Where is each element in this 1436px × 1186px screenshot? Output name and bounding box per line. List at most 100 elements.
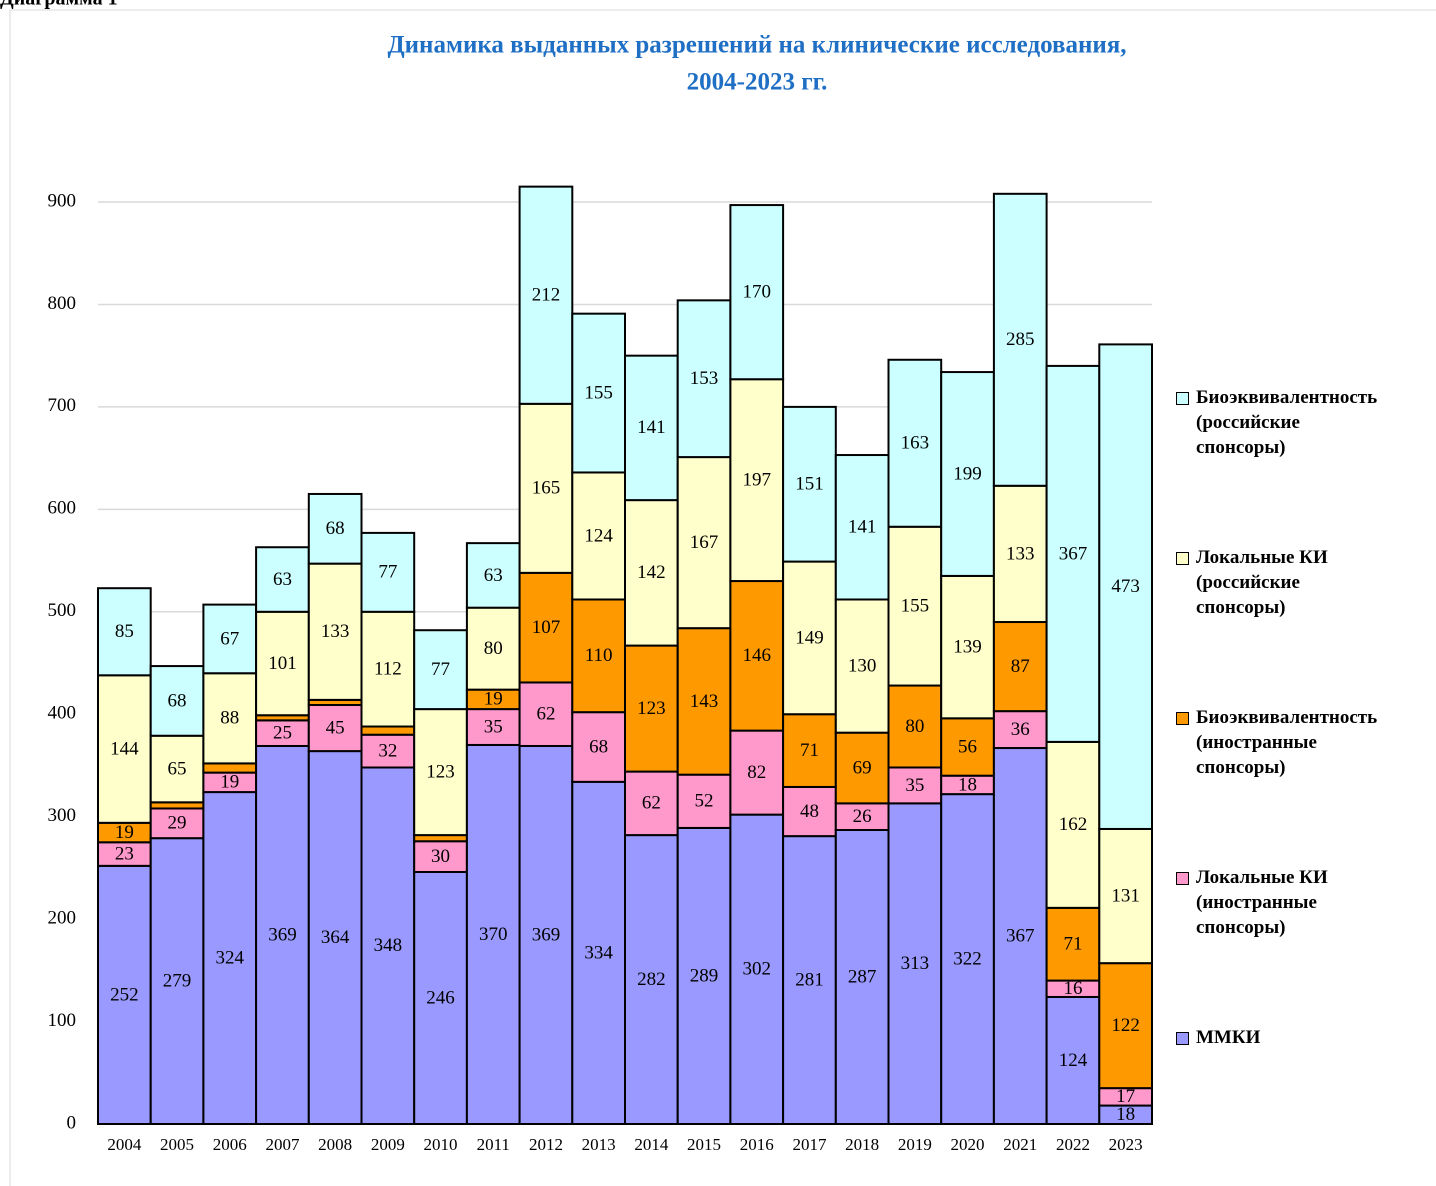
bar-segment xyxy=(1045,740,1101,909)
data-label: 85 xyxy=(115,621,134,642)
data-label: 197 xyxy=(743,469,772,490)
y-tick-label: 800 xyxy=(48,293,77,314)
bar-segment xyxy=(465,708,521,746)
bar-segment xyxy=(1098,827,1154,965)
data-label: 143 xyxy=(690,691,719,712)
bar-segment xyxy=(518,402,574,574)
data-label: 130 xyxy=(848,655,877,676)
data-label: 364 xyxy=(321,927,350,948)
data-label: 313 xyxy=(901,953,930,974)
bar-segment xyxy=(307,492,363,565)
bar-segment xyxy=(518,681,574,747)
data-label: 287 xyxy=(848,966,877,987)
data-label: 348 xyxy=(374,935,403,956)
bar-segment xyxy=(202,603,258,675)
data-label: 52 xyxy=(695,791,714,812)
data-label: 19 xyxy=(115,822,134,843)
data-label: 149 xyxy=(795,627,824,648)
legend-swatch xyxy=(1176,872,1189,885)
data-label: 35 xyxy=(484,716,503,737)
data-label: 18 xyxy=(1116,1104,1135,1125)
x-tick-label: 2011 xyxy=(477,1135,510,1154)
data-label: 133 xyxy=(1006,543,1035,564)
data-label: 77 xyxy=(378,562,397,583)
bar-segment xyxy=(413,629,468,711)
bar-segment xyxy=(571,780,626,1126)
legend-swatch xyxy=(1176,712,1189,725)
bar-segment xyxy=(360,531,416,613)
data-label: 370 xyxy=(479,924,508,945)
x-tick-label: 2015 xyxy=(687,1135,721,1154)
data-label: 71 xyxy=(800,740,819,761)
x-tick-label: 2008 xyxy=(318,1135,352,1154)
legend-label: Локальные КИ (иностранные спонсоры) xyxy=(1196,867,1328,938)
data-label: 324 xyxy=(216,947,245,968)
data-label: 45 xyxy=(326,717,345,738)
bar-segment xyxy=(149,837,205,1125)
data-label: 141 xyxy=(848,517,877,538)
bar-segment xyxy=(1045,364,1101,743)
x-tick-label: 2019 xyxy=(898,1135,932,1154)
legend-label: Биоэквивалентность (российские спонсоры) xyxy=(1196,387,1378,458)
x-tick-label: 2006 xyxy=(213,1135,247,1154)
bar-segment xyxy=(729,378,785,583)
y-tick-label: 500 xyxy=(48,600,77,621)
data-label: 367 xyxy=(1006,925,1035,946)
data-label: 18 xyxy=(958,774,977,795)
bar-segment xyxy=(1045,995,1101,1125)
data-label: 302 xyxy=(743,959,772,980)
data-label: 123 xyxy=(637,698,666,719)
legend-label: ММКИ xyxy=(1196,1027,1261,1048)
data-label: 25 xyxy=(273,723,292,744)
bar-segment xyxy=(571,312,626,474)
bar-segment xyxy=(255,744,310,1125)
data-label: 369 xyxy=(532,924,561,945)
bar-segment xyxy=(834,454,890,601)
x-tick-label: 2012 xyxy=(529,1135,563,1154)
bar-segment xyxy=(149,807,205,840)
data-label: 252 xyxy=(110,984,139,1005)
data-label: 369 xyxy=(268,924,297,945)
bar-segment xyxy=(360,725,416,736)
data-label: 63 xyxy=(484,565,503,586)
data-label: 155 xyxy=(901,596,930,617)
data-label: 144 xyxy=(110,738,139,759)
data-label: 162 xyxy=(1059,814,1088,835)
bar-segment xyxy=(676,627,732,776)
bar-segment xyxy=(571,711,626,783)
bar-segment xyxy=(1098,962,1154,1090)
bar-segment xyxy=(624,354,679,502)
data-label: 285 xyxy=(1006,329,1035,350)
x-tick-label: 2023 xyxy=(1109,1135,1143,1154)
data-label: 367 xyxy=(1059,543,1088,564)
data-label: 36 xyxy=(1011,719,1030,740)
data-label: 32 xyxy=(378,740,397,761)
data-label: 68 xyxy=(589,736,608,757)
data-label: 473 xyxy=(1111,576,1140,597)
data-label: 56 xyxy=(958,736,977,757)
data-label: 62 xyxy=(642,793,661,814)
data-label: 165 xyxy=(532,478,561,499)
data-label: 289 xyxy=(690,965,719,986)
legend-label: Локальные КИ (российские спонсоры) xyxy=(1196,547,1328,618)
bar-segment xyxy=(465,743,521,1125)
chart-subtitle: 2004-2023 гг. xyxy=(687,69,828,96)
x-tick-label: 2004 xyxy=(107,1135,142,1154)
y-tick-label: 900 xyxy=(48,190,77,211)
bar-segment xyxy=(887,802,943,1125)
data-label: 282 xyxy=(637,969,666,990)
legend-swatch xyxy=(1176,392,1189,405)
x-tick-label: 2017 xyxy=(792,1135,827,1154)
data-label: 101 xyxy=(268,653,297,674)
data-label: 80 xyxy=(905,716,924,737)
data-label: 107 xyxy=(532,617,561,638)
data-label: 142 xyxy=(637,562,666,583)
bar-segment xyxy=(307,562,363,701)
y-tick-label: 300 xyxy=(48,805,77,826)
bar-segment xyxy=(887,684,943,769)
bar-segment xyxy=(940,371,995,577)
data-label: 212 xyxy=(532,285,561,306)
x-tick-label: 2010 xyxy=(424,1135,458,1154)
data-label: 110 xyxy=(585,645,613,666)
y-tick-label: 400 xyxy=(48,703,77,724)
